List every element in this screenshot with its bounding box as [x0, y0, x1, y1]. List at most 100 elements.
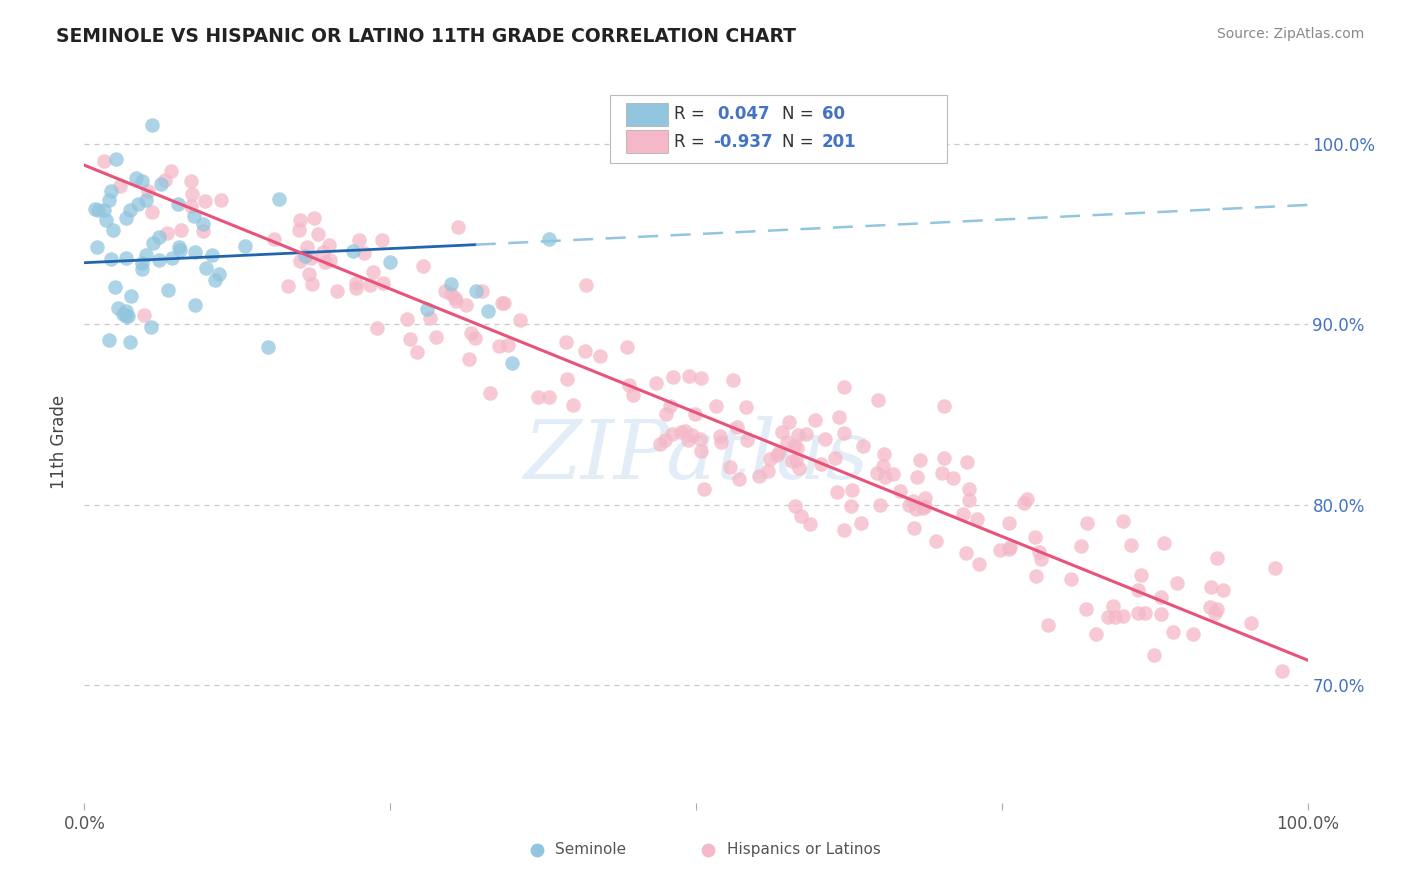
Point [865, 467, 887, 481]
Point [297, 240, 319, 254]
Point [101, 223, 124, 237]
Point [661, 426, 683, 441]
Text: Source: ZipAtlas.com: Source: ZipAtlas.com [1216, 27, 1364, 41]
Point [160, 164, 183, 178]
Point [100, 184, 122, 198]
Point [689, 433, 711, 447]
Point [121, 288, 143, 302]
Text: -0.937: -0.937 [713, 133, 773, 151]
Point [770, 425, 793, 440]
Point [873, 469, 896, 483]
Point [434, 284, 457, 298]
Point [301, 277, 323, 292]
Point [765, 448, 787, 462]
Point [342, 244, 364, 258]
Point [399, 332, 422, 346]
Point [908, 452, 931, 467]
Point [905, 470, 928, 484]
Point [460, 326, 482, 340]
Point [794, 427, 817, 442]
Point [932, 399, 955, 413]
Point [869, 498, 891, 512]
Point [184, 245, 207, 260]
Point [347, 233, 370, 247]
Point [299, 251, 322, 265]
Point [233, 238, 256, 252]
Point [804, 413, 827, 427]
Point [184, 298, 207, 312]
Point [104, 280, 127, 294]
Point [786, 427, 808, 442]
Point [554, 334, 576, 349]
Point [1024, 530, 1046, 544]
Point [1036, 618, 1059, 632]
Point [661, 370, 683, 384]
Point [108, 178, 131, 193]
Point [898, 498, 921, 512]
Text: 201: 201 [823, 133, 856, 151]
Point [491, 296, 513, 310]
Point [135, 248, 157, 262]
Point [998, 542, 1021, 557]
Point [957, 482, 980, 496]
Point [502, 356, 524, 370]
Point [825, 485, 848, 500]
Point [94, 212, 117, 227]
Point [778, 415, 800, 429]
Point [1097, 609, 1119, 624]
Point [998, 540, 1021, 554]
Point [1240, 615, 1263, 630]
Point [371, 234, 394, 248]
Point [148, 253, 170, 268]
Point [889, 484, 911, 499]
Point [1271, 664, 1294, 678]
Point [167, 197, 190, 211]
Point [1205, 602, 1227, 616]
Point [97, 194, 120, 208]
Point [447, 219, 470, 234]
Point [111, 307, 134, 321]
Point [1028, 545, 1050, 559]
Point [288, 213, 311, 227]
Point [509, 313, 531, 327]
Point [208, 268, 231, 282]
Text: 60: 60 [823, 105, 845, 123]
Point [678, 369, 700, 384]
Point [759, 451, 782, 466]
Point [832, 426, 855, 441]
Point [689, 370, 711, 384]
Point [956, 455, 979, 469]
Point [783, 439, 806, 453]
Point [454, 298, 477, 312]
Point [824, 450, 846, 465]
Point [141, 119, 163, 133]
Point [1084, 626, 1107, 640]
FancyBboxPatch shape [626, 130, 668, 153]
Point [131, 261, 153, 276]
Point [464, 331, 486, 345]
Point [1150, 607, 1173, 622]
Point [488, 339, 510, 353]
Point [86, 240, 108, 254]
Point [344, 276, 367, 290]
Point [873, 447, 896, 461]
Point [966, 512, 988, 526]
Point [868, 392, 890, 407]
Point [988, 543, 1011, 558]
Point [1060, 572, 1083, 586]
Point [574, 344, 596, 359]
Point [955, 546, 977, 560]
Point [344, 280, 367, 294]
Point [911, 500, 934, 515]
Text: 0.047: 0.047 [717, 105, 769, 123]
Point [901, 494, 924, 508]
Point [710, 434, 733, 449]
Point [537, 390, 560, 404]
Point [1143, 648, 1166, 662]
Point [169, 244, 191, 258]
Point [849, 516, 872, 530]
Point [737, 433, 759, 447]
Point [115, 211, 138, 225]
Point [832, 523, 855, 537]
Point [756, 464, 779, 478]
